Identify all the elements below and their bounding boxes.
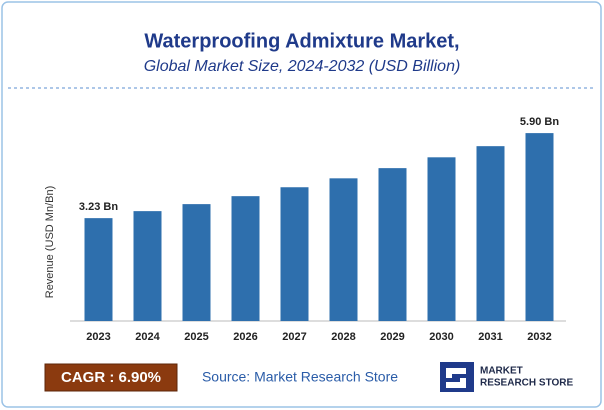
x-tick-label: 2031 <box>478 331 502 343</box>
value-label: 5.90 Bn <box>520 116 559 128</box>
cagr-box <box>44 363 178 392</box>
bar <box>182 204 211 321</box>
bar <box>329 178 358 321</box>
x-tick-label: 2027 <box>282 331 306 343</box>
bar <box>280 187 309 321</box>
value-label: 3.23 Bn <box>79 201 118 213</box>
bar <box>378 168 407 321</box>
brand-line: MARKET <box>480 366 523 377</box>
bar <box>133 211 162 321</box>
y-axis-label: Revenue (USD Mn/Bn) <box>44 186 56 299</box>
x-tick-label: 2026 <box>233 331 257 343</box>
source: Source: Market Research Store <box>202 369 398 385</box>
bar <box>84 218 113 321</box>
x-tick-label: 2025 <box>184 331 208 343</box>
chart-subtitle: Global Market Size, 2024-2032 (USD Billi… <box>144 58 461 75</box>
x-tick-label: 2030 <box>429 331 453 343</box>
logo-mark <box>446 368 466 388</box>
bar <box>427 157 456 321</box>
brand-line: RESEARCH STORE <box>480 378 573 389</box>
x-tick-label: 2032 <box>527 331 551 343</box>
bar <box>231 196 260 321</box>
cagr-label: CAGR : 6.90% <box>61 369 161 386</box>
logo: MARKET RESEARCH STORE <box>440 362 573 392</box>
x-tick-label: 2028 <box>331 331 355 343</box>
chart-title: Waterproofing Admixture Market, <box>144 30 459 52</box>
x-tick-label: 2023 <box>86 331 110 343</box>
bar <box>476 146 505 321</box>
x-tick-label: 2029 <box>380 331 404 343</box>
x-tick-label: 2024 <box>135 331 160 343</box>
bar <box>525 133 554 321</box>
